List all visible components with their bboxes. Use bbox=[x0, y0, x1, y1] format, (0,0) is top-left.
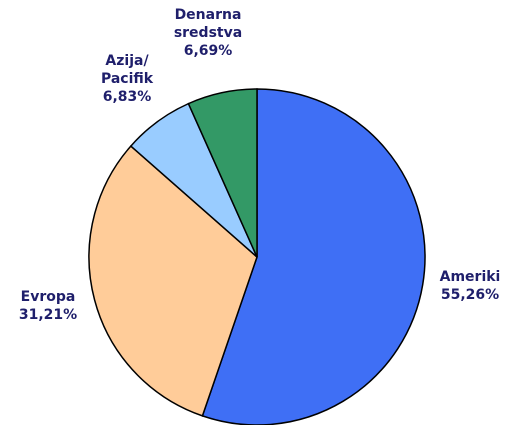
slice-label: Ameriki 55,26% bbox=[430, 268, 510, 304]
pie-slice bbox=[88, 145, 258, 417]
slice-label: Azija/ Pacifik 6,83% bbox=[97, 52, 157, 106]
pie-slice bbox=[201, 88, 426, 425]
slice-label: Evropa 31,21% bbox=[8, 288, 88, 324]
value-label: 6,83% bbox=[102, 89, 152, 105]
category-label: Evropa bbox=[20, 289, 76, 305]
category-label: Ameriki bbox=[439, 269, 501, 285]
value-label: 6,69% bbox=[183, 43, 233, 59]
slice-label: Denarna sredstva 6,69% bbox=[168, 6, 248, 60]
category-label: Denarna sredstva bbox=[173, 7, 243, 41]
value-label: 31,21% bbox=[18, 307, 78, 323]
pie-slice bbox=[187, 88, 258, 258]
value-label: 55,26% bbox=[440, 287, 500, 303]
category-label: Azija/ Pacifik bbox=[100, 53, 154, 87]
